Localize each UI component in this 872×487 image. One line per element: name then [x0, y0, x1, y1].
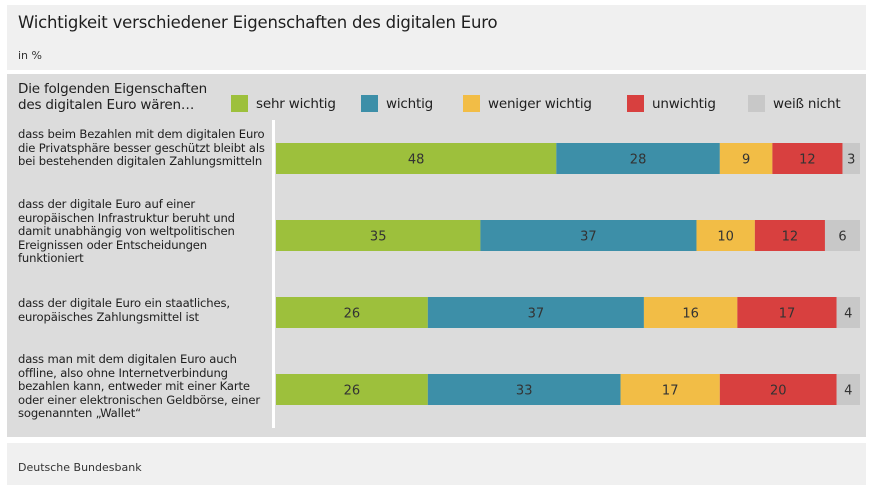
legend-intro-text: Die folgenden Eigenschaften des digitale…: [18, 81, 207, 113]
legend-label: weiß nicht: [773, 95, 841, 112]
legend-swatch-wichtig: [361, 95, 378, 112]
data-label: 3: [847, 153, 855, 168]
data-label: 9: [742, 153, 750, 168]
bar-segment-unwichtig: [737, 297, 837, 328]
bar-segment-wichtig: [556, 143, 720, 174]
legend-item-wichtig: wichtig: [361, 95, 433, 112]
legend-item-weniger-wichtig: weniger wichtig: [463, 95, 592, 112]
bar-segment-weiss-nicht: [824, 220, 860, 251]
data-label: 48: [408, 153, 425, 168]
bar-segment-unwichtig: [754, 220, 825, 251]
legend-item-unwichtig: unwichtig: [627, 95, 716, 112]
data-label: 17: [662, 384, 679, 399]
data-label: 12: [799, 153, 816, 168]
data-label: 4: [844, 307, 852, 322]
bar-segment-unwichtig: [719, 374, 837, 405]
bar-segment-weniger-wichtig: [620, 374, 720, 405]
data-label: 6: [838, 230, 846, 245]
bar-row-2: 35 37 10 12 6: [276, 220, 860, 251]
data-label: 10: [717, 230, 734, 245]
bar-segment-weiss-nicht: [836, 297, 860, 328]
bar-segment-sehr-wichtig: [276, 374, 428, 405]
legend-swatch-weiss-nicht: [748, 95, 765, 112]
chart-title: Wichtigkeit verschiedener Eigenschaften …: [18, 13, 498, 32]
data-label: 20: [770, 384, 787, 399]
data-label: 26: [344, 307, 361, 322]
legend-swatch-unwichtig: [627, 95, 644, 112]
chart-unit: in %: [18, 49, 42, 62]
category-label: dass beim Bezahlen mit dem digitalen Eur…: [18, 127, 265, 169]
legend-label: wichtig: [386, 95, 433, 112]
data-label: 4: [844, 384, 852, 399]
data-label: 26: [344, 384, 361, 399]
data-label: 33: [516, 384, 533, 399]
bar-segment-sehr-wichtig: [276, 220, 481, 251]
data-label: 37: [528, 307, 545, 322]
source-label: Deutsche Bundesbank: [18, 461, 142, 474]
category-axis-line: [272, 120, 275, 428]
bar-segment-weniger-wichtig: [643, 297, 738, 328]
legend-label: unwichtig: [652, 95, 716, 112]
legend-label: sehr wichtig: [256, 95, 336, 112]
legend-swatch-sehr-wichtig: [231, 95, 248, 112]
data-label: 28: [630, 153, 647, 168]
legend-item-weiss-nicht: weiß nicht: [748, 95, 841, 112]
category-label: dass man mit dem digitalen Euro auch off…: [18, 352, 260, 421]
bar-row-3: 26 37 16 17 4: [276, 297, 860, 328]
legend-label: weniger wichtig: [488, 95, 592, 112]
bar-segment-weniger-wichtig: [696, 220, 755, 251]
legend-intro: Die folgenden Eigenschaften des digitale…: [18, 81, 233, 113]
bar-segment-sehr-wichtig: [276, 143, 557, 174]
bar-segment-sehr-wichtig: [276, 297, 428, 328]
bar-segment-wichtig: [427, 297, 644, 328]
data-label: 35: [370, 230, 387, 245]
chart-panel: Die folgenden Eigenschaften des digitale…: [7, 74, 866, 437]
data-label: 16: [682, 307, 699, 322]
data-label: 37: [580, 230, 597, 245]
bar-row-1: 48 28 9 12 3: [276, 143, 860, 174]
bar-segment-weiss-nicht: [842, 143, 860, 174]
category-label: dass der digitale Euro ein staatliches, …: [18, 296, 230, 324]
header-panel: Wichtigkeit verschiedener Eigenschaften …: [7, 5, 866, 70]
bar-segment-wichtig: [480, 220, 697, 251]
footer-panel: Deutsche Bundesbank: [7, 443, 866, 485]
legend-item-sehr-wichtig: sehr wichtig: [231, 95, 336, 112]
data-label: 17: [779, 307, 796, 322]
category-label: dass der digitale Euro auf einer europäi…: [18, 197, 235, 266]
bar-segment-wichtig: [427, 374, 621, 405]
bar-segment-unwichtig: [772, 143, 843, 174]
stacked-bar-plot: 48 28 9 12 3 35 37 10 12 6 26 37 16 17 4 26 33 17 20 4: [276, 143, 860, 405]
bar-row-4: 26 33 17 20 4: [276, 374, 860, 405]
legend-swatch-weniger-wichtig: [463, 95, 480, 112]
bar-segment-weiss-nicht: [836, 374, 860, 405]
data-label: 12: [782, 230, 799, 245]
bar-segment-weniger-wichtig: [719, 143, 773, 174]
